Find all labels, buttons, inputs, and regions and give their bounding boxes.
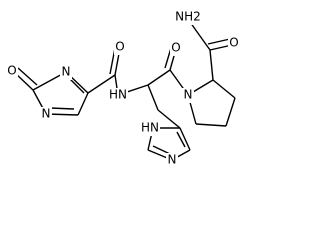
atom-label: O [7, 64, 16, 78]
atom-label: O [115, 40, 124, 54]
atom-label: N [184, 88, 193, 102]
atom-label: N [62, 65, 71, 79]
atom-label: HN [141, 121, 159, 135]
atom-label: N [168, 153, 177, 167]
bonds [13, 21, 236, 161]
atom-label: O [171, 41, 180, 55]
atom-label: NH2 [175, 10, 201, 24]
atom-label: N [42, 107, 51, 121]
atom-label: O [229, 36, 238, 50]
molecule-diagram: O N N O HN O N NH2 O HN N [6, 10, 240, 168]
atom-labels: O N N O HN O N NH2 O HN N [6, 10, 240, 168]
atom-label: HN [109, 88, 127, 102]
